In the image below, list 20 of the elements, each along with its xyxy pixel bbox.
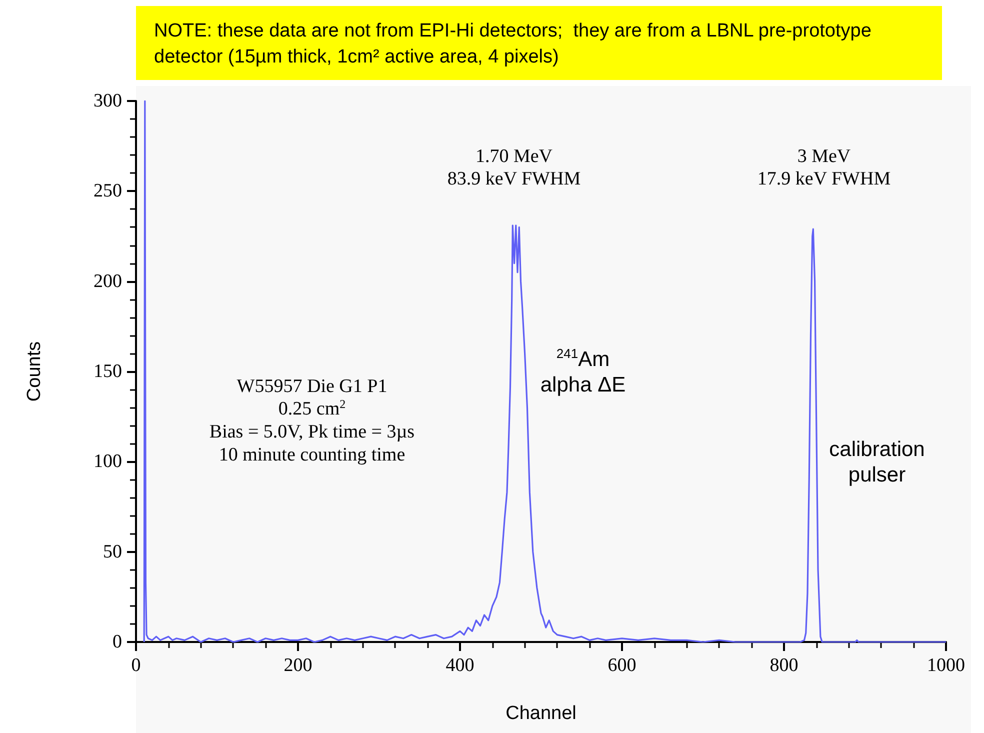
y-tick-label: 150	[94, 361, 122, 382]
y-axis-title: Counts	[24, 341, 45, 402]
x-tick-label: 200	[284, 655, 312, 676]
x-tick-label: 600	[608, 655, 636, 676]
x-axis-title: Channel	[506, 703, 576, 724]
line-series	[143, 100, 947, 643]
y-tick-label: 0	[112, 632, 122, 652]
chart-title: NOTE: these data are not from EPI-Hi detectors; they are from a LBNL pre-prototype detector (15µm thick, 1cm² active area, 4 pixels)	[154, 20, 877, 68]
y-tick-label: 50	[103, 541, 122, 562]
annotation: calibration pulser	[829, 438, 925, 486]
x-tick-label: 0	[131, 655, 141, 676]
y-tick-label: 250	[94, 180, 122, 202]
annotation: 1.70 MeV 83.9 keV FWHM	[447, 146, 581, 190]
x-tick-label: 800	[770, 655, 798, 676]
annotation: 3 MeV 17.9 keV FWHM	[757, 146, 891, 190]
y-tick-label: 100	[94, 451, 122, 472]
x-tick-label: 400	[446, 655, 474, 676]
y-tick-label: 200	[94, 270, 122, 292]
y-tick-label: 300	[94, 90, 122, 112]
x-tick-label: 1000	[927, 655, 965, 676]
